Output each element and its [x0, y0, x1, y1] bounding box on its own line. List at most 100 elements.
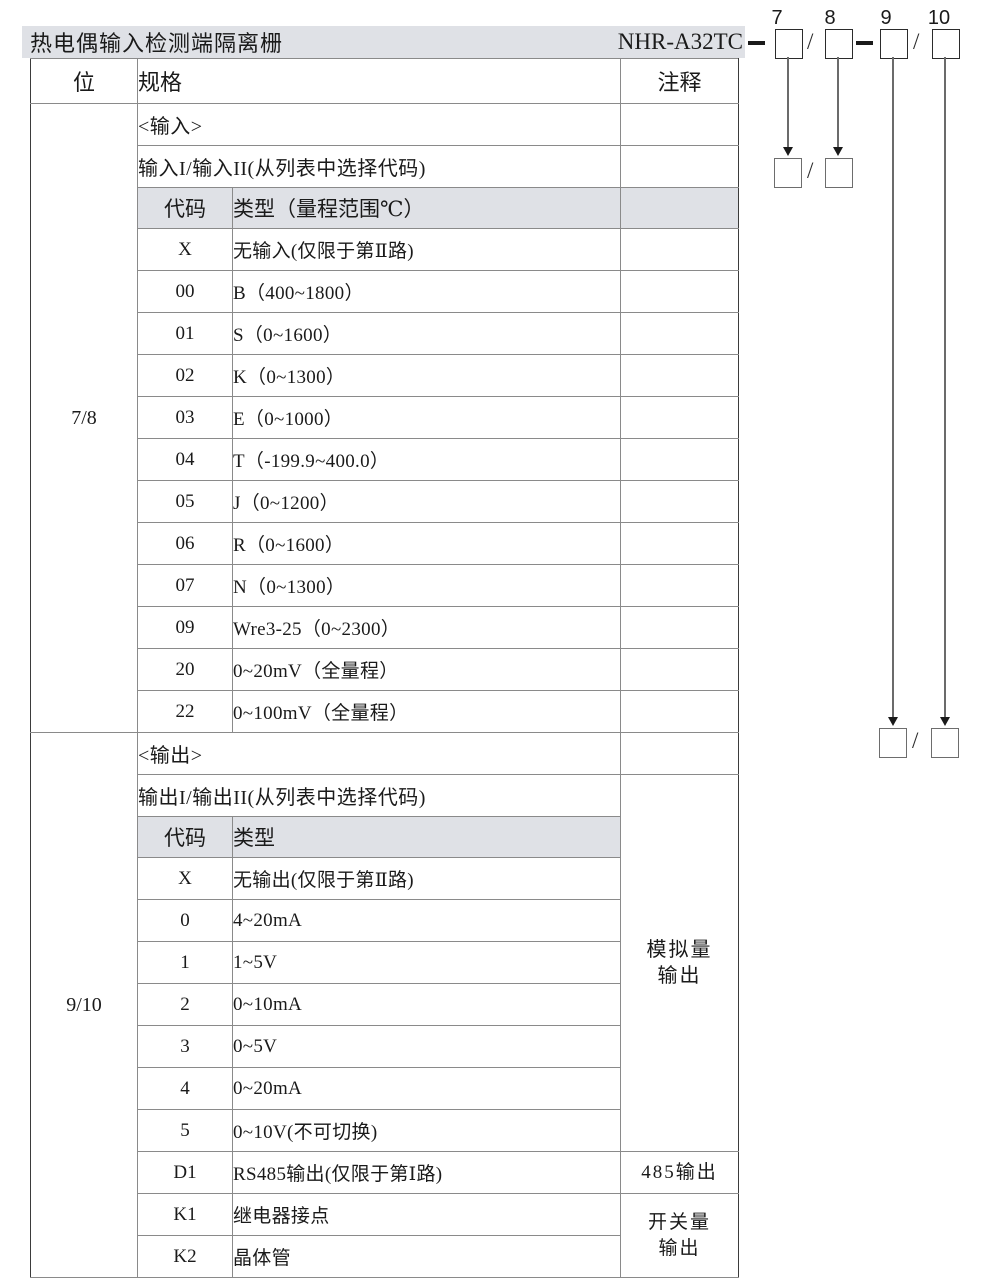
- row-note: [620, 648, 740, 691]
- row-code: K1: [137, 1193, 233, 1236]
- section-output-subheading-row: 输出I/输出II(从列表中选择代码) 模拟量 输出: [31, 774, 740, 1152]
- code-digit-9: 9: [880, 7, 892, 29]
- table-row: 05 J（0~1200）: [31, 480, 740, 523]
- row-code: X: [137, 857, 233, 900]
- code-target-box-7[interactable]: [774, 158, 802, 188]
- row-type: B（400~1800）: [231, 270, 622, 313]
- row-note: [620, 228, 740, 271]
- row-type: E（0~1000）: [231, 396, 622, 439]
- leader-arrow-8: [833, 147, 843, 156]
- table-row: 01 S（0~1600）: [31, 312, 740, 355]
- row-code: 05: [137, 480, 233, 523]
- row-code: K2: [137, 1235, 233, 1278]
- table-row: 02 K（0~1300）: [31, 354, 740, 397]
- row-type: N（0~1300）: [231, 564, 622, 607]
- row-code: 5: [137, 1109, 233, 1152]
- row-code: 06: [137, 522, 233, 565]
- section-output-position: 9/10: [30, 732, 138, 1278]
- row-note: [620, 564, 740, 607]
- row-type: RS485输出(仅限于第Ⅰ路): [231, 1151, 622, 1194]
- code-dash-1: [748, 41, 765, 45]
- row-code: D1: [137, 1151, 233, 1194]
- code-target-box-9[interactable]: [879, 728, 907, 758]
- row-type: S（0~1600）: [231, 312, 622, 355]
- row-code: 09: [137, 606, 233, 649]
- row-type: 0~5V: [231, 1025, 622, 1068]
- section-input-subheading-row: 输入I/输入II(从列表中选择代码): [31, 145, 740, 188]
- code-box-7[interactable]: [775, 29, 803, 59]
- band-type-label: 类型: [231, 816, 622, 858]
- row-code: 1: [137, 941, 233, 984]
- row-type: J（0~1200）: [231, 480, 622, 523]
- table-row: X 无输入(仅限于第Ⅱ路): [31, 228, 740, 271]
- note-cell-blank: [620, 103, 740, 146]
- table-row: 22 0~100mV（全量程）: [31, 690, 740, 733]
- header-position: 位: [30, 58, 138, 104]
- code-target-separator-2: /: [912, 728, 919, 753]
- table-row: 3 0~5V: [31, 1025, 739, 1068]
- row-code: 22: [137, 690, 233, 733]
- code-separator-2: /: [913, 29, 920, 54]
- row-note: [620, 480, 740, 523]
- row-type: Wre3-25（0~2300）: [231, 606, 622, 649]
- code-box-10[interactable]: [932, 29, 960, 59]
- band-type-label: 类型（量程范围℃）: [231, 187, 622, 229]
- row-type: 继电器接点: [231, 1193, 622, 1236]
- row-code: 04: [137, 438, 233, 481]
- document-title: 热电偶输入检测端隔离栅: [30, 31, 284, 56]
- note-cell-blank: [620, 145, 740, 188]
- table-row: 07 N（0~1300）: [31, 564, 740, 607]
- row-note: [620, 312, 740, 355]
- code-target-separator-1: /: [807, 158, 814, 183]
- section-input-band-row: 代码 类型（量程范围℃）: [31, 187, 740, 229]
- leader-line-8: [837, 57, 839, 149]
- section-output-heading-row: 9/10 <输出>: [30, 732, 740, 1278]
- leader-arrow-10: [940, 717, 950, 726]
- section-input-subheading: 输入I/输入II(从列表中选择代码): [136, 145, 622, 188]
- table-row: 0 4~20mA: [31, 899, 739, 942]
- table-row: 00 B（400~1800）: [31, 270, 740, 313]
- row-type: 无输入(仅限于第Ⅱ路): [231, 228, 622, 271]
- note-analog-output: 模拟量 输出: [620, 774, 740, 1152]
- row-code: 4: [137, 1067, 233, 1110]
- row-type: 晶体管: [231, 1235, 622, 1278]
- row-type: 0~10mA: [231, 983, 622, 1026]
- code-box-9[interactable]: [880, 29, 908, 59]
- note-cell-blank: [620, 187, 740, 229]
- table-row: 4 0~20mA: [31, 1067, 739, 1110]
- section-input-heading: <输入>: [136, 103, 622, 146]
- row-code: X: [137, 228, 233, 271]
- code-target-box-10[interactable]: [931, 728, 959, 758]
- row-code: 20: [137, 648, 233, 691]
- row-type: 0~100mV（全量程）: [231, 690, 622, 733]
- row-code: 00: [137, 270, 233, 313]
- section-output-heading: <输出>: [136, 732, 622, 775]
- row-code: 07: [137, 564, 233, 607]
- row-type: R（0~1600）: [231, 522, 622, 565]
- row-type: T（-199.9~400.0）: [231, 438, 622, 481]
- specification-table: 位 规格 注释 7/8 <输入> 输入I/输入II(从列表中选择代码) 代码 类…: [30, 58, 740, 1278]
- row-note: [620, 690, 740, 733]
- table-row: 20 0~20mV（全量程）: [31, 648, 740, 691]
- document-title-bar: 热电偶输入检测端隔离栅 NHR-A32TC: [22, 26, 745, 58]
- table-row: 09 Wre3-25（0~2300）: [31, 606, 740, 649]
- band-code-label: 代码: [137, 816, 233, 858]
- table-row: 5 0~10V(不可切换): [31, 1109, 739, 1152]
- header-note: 注释: [620, 58, 740, 104]
- note-rs485-output: 485输出: [620, 1151, 740, 1194]
- row-code: 2: [137, 983, 233, 1026]
- table-row: 1 1~5V: [31, 941, 739, 984]
- row-type: 1~5V: [231, 941, 622, 984]
- code-target-box-8[interactable]: [825, 158, 853, 188]
- table-row: 2 0~10mA: [31, 983, 739, 1026]
- code-box-8[interactable]: [825, 29, 853, 59]
- row-code: 01: [137, 312, 233, 355]
- row-type: K（0~1300）: [231, 354, 622, 397]
- model-code: NHR-A32TC: [617, 29, 743, 54]
- row-type: 4~20mA: [231, 899, 622, 942]
- row-type: 无输出(仅限于第Ⅱ路): [231, 857, 622, 900]
- code-dash-2: [856, 41, 873, 45]
- leader-arrow-9: [888, 717, 898, 726]
- code-digit-8: 8: [824, 7, 836, 29]
- code-separator-1: /: [807, 29, 814, 54]
